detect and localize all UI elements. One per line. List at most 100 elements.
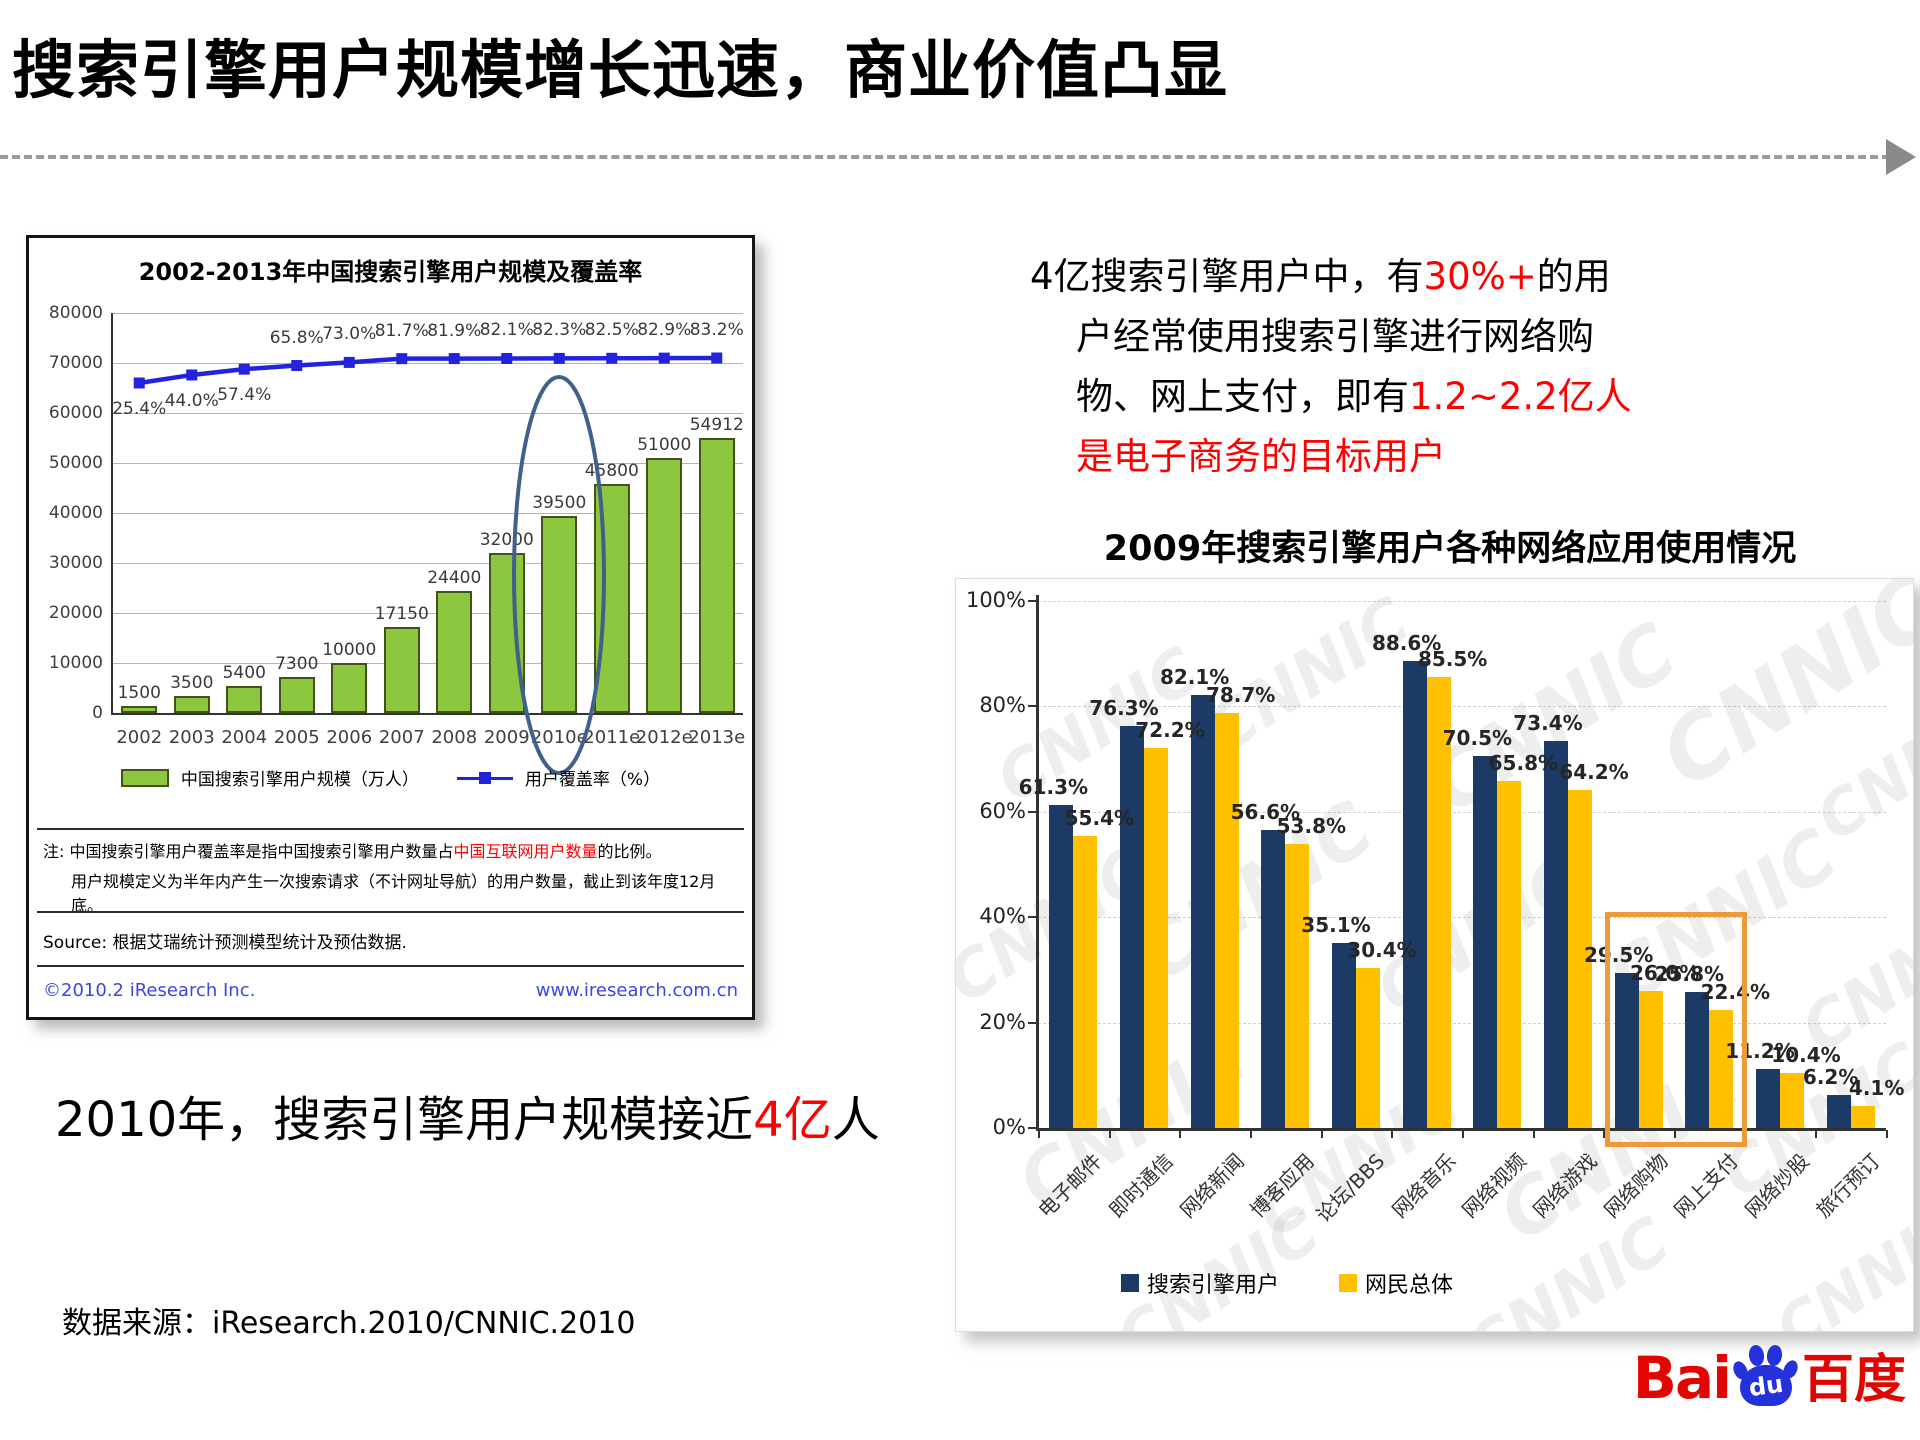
- legend-all-netizens-label: 网民总体: [1365, 1273, 1454, 1298]
- bar-value-label: 1500: [117, 682, 161, 703]
- iresearch-copyright: ©2010.2 iResearch Inc.: [43, 980, 256, 1001]
- bar-网络炒股-网民总体: [1780, 1073, 1804, 1128]
- bottom-statement: 2010年，搜索引擎用户规模接近4亿人: [55, 1080, 880, 1150]
- bar-value-label: 55.4%: [1064, 806, 1135, 831]
- gridline-60: [1038, 811, 1886, 813]
- gridline-50000: [113, 463, 743, 464]
- gridline-40: [1038, 917, 1886, 919]
- coverage-percent-label: 83.2%: [689, 320, 744, 340]
- bar-电子邮件-网民总体: [1073, 836, 1098, 1128]
- text-segment: 人: [831, 1092, 880, 1148]
- x-category-label: 网络新闻: [1174, 1148, 1249, 1223]
- gridline-70000: [113, 363, 743, 364]
- left-chart-footer: ©2010.2 iResearch Inc. www.iresearch.com…: [43, 980, 738, 1001]
- bar-value-label: 88.6%: [1371, 631, 1442, 656]
- x-axis-tick: [1108, 1130, 1111, 1138]
- highlighted-text: 是电子商务的目标用户: [1076, 435, 1446, 478]
- legend-bar-label: 中国搜索引擎用户规模（万人）: [180, 770, 419, 790]
- bar-value-label: 85.5%: [1417, 647, 1488, 672]
- text-segment: 4亿搜索引擎用户中，有: [1030, 255, 1424, 298]
- bar-网络新闻-网民总体: [1214, 713, 1239, 1128]
- bar-网络新闻-搜索引擎用户: [1190, 695, 1215, 1128]
- bar-网络购物-搜索引擎用户: [1614, 972, 1639, 1128]
- bar-value-label: 73.4%: [1513, 711, 1583, 736]
- gridline-100: [1038, 601, 1886, 602]
- legend-line-label: 用户覆盖率（%）: [524, 770, 661, 790]
- bar-博客应用-网民总体: [1285, 844, 1310, 1128]
- x-axis-label: 2003: [168, 727, 215, 748]
- x-category-label: 网络音乐: [1386, 1148, 1461, 1223]
- page-title: 搜索引擎用户规模增长迅速，商业价值凸显: [12, 34, 1228, 107]
- separator: [37, 828, 744, 830]
- gridline-40000: [113, 513, 743, 514]
- bar-博客应用-搜索引擎用户: [1261, 829, 1286, 1128]
- bar-网上支付-网民总体: [1709, 1009, 1734, 1128]
- text-segment: 注: 中国搜索引擎用户覆盖率是指中国搜索引擎用户数量占: [43, 842, 454, 861]
- bar-value-label: 10000: [322, 640, 377, 660]
- coverage-percent-label: 82.3%: [532, 320, 587, 341]
- y-axis-label: 50000: [48, 453, 103, 473]
- y-axis-label: 80000: [48, 303, 103, 323]
- y-axis-label: 0%: [992, 1115, 1026, 1139]
- gridline-20000: [113, 613, 743, 614]
- bar-value-label: 64.2%: [1559, 759, 1629, 784]
- x-category-label: 博客应用: [1245, 1148, 1320, 1223]
- legend-all-netizens-swatch: [1339, 1274, 1358, 1292]
- key-insight-text: 4亿搜索引擎用户中，有30%+的用 户经常使用搜索引擎进行网络购 物、网上支付，即有…: [1030, 247, 1920, 487]
- baidu-logo-bai: Bai: [1632, 1343, 1732, 1412]
- bar-value-label: 53.8%: [1276, 814, 1347, 839]
- y-axis-line: [1036, 595, 1039, 1128]
- bar-value-label: 70.5%: [1442, 726, 1513, 751]
- y-axis-label: 20000: [48, 603, 103, 623]
- coverage-percent-label: 73.0%: [322, 324, 377, 345]
- coverage-line-svg: [133, 352, 723, 389]
- bar-value-label: 10.4%: [1771, 1043, 1841, 1068]
- x-category-label: 即时通信: [1104, 1148, 1178, 1223]
- gridline-80: [1038, 706, 1886, 708]
- y-axis-tick: [1028, 810, 1038, 813]
- baidu-logo: Bai du 百度: [1632, 1343, 1906, 1412]
- x-axis-tick: [1886, 1130, 1888, 1138]
- y-axis-line: [111, 313, 113, 713]
- bar-网络炒股-搜索引擎用户: [1756, 1068, 1780, 1128]
- x-axis-tick: [1320, 1130, 1323, 1138]
- x-axis-tick: [1391, 1130, 1394, 1138]
- bar-value-label: 61.3%: [1018, 774, 1089, 799]
- separator: [37, 965, 744, 967]
- bar-value-label: 26.0%: [1629, 960, 1700, 985]
- coverage-percent-label: 44.0%: [164, 390, 219, 411]
- bar-2007: [383, 627, 420, 713]
- y-axis-tick: [1028, 600, 1038, 602]
- bar-value-label: 32000: [479, 530, 534, 550]
- dashed-divider-line: [0, 155, 1890, 159]
- x-axis-label: 2004: [221, 727, 268, 748]
- coverage-percent-label: 81.7%: [374, 320, 429, 341]
- bar-value-label: 11.2%: [1725, 1038, 1795, 1063]
- bar-网络视频-搜索引擎用户: [1473, 756, 1498, 1128]
- legend-search-users-label: 搜索引擎用户: [1147, 1273, 1280, 1298]
- bar-value-label: 35.1%: [1301, 913, 1371, 938]
- legend-line-swatch: [456, 771, 513, 785]
- baidu-logo-cn: 百度: [1801, 1350, 1906, 1410]
- y-axis-tick: [1028, 1127, 1038, 1129]
- left-chart-source: Source: 根据艾瑞统计预测模型统计及预估数据.: [43, 933, 407, 953]
- coverage-percent-label: 82.5%: [584, 320, 639, 341]
- gridline-20: [1038, 1022, 1886, 1024]
- y-axis-label: 0: [92, 703, 103, 723]
- bar-value-label: 6.2%: [1802, 1065, 1859, 1090]
- bar-value-label: 51000: [637, 435, 692, 455]
- text-segment: 2010年，搜索引擎用户规模接近: [55, 1092, 754, 1148]
- x-axis-line: [111, 713, 743, 715]
- highlight-box: [1605, 912, 1747, 1147]
- divider-arrow-icon: [1886, 139, 1916, 175]
- bar-电子邮件-搜索引擎用户: [1049, 804, 1074, 1128]
- gridline-10000: [113, 663, 743, 664]
- x-axis-tick: [1250, 1130, 1252, 1138]
- bar-2002: [121, 705, 158, 713]
- coverage-percent-label: 57.4%: [217, 385, 272, 406]
- y-axis-label: 20%: [979, 1009, 1026, 1034]
- right-chart-plot: 0% 20% 40% 60% 80% 100% 61.3% 55.4% 电子邮件 76.3% 72.…: [956, 579, 1913, 1331]
- bar-2004: [226, 686, 263, 713]
- ellipse-annotation: [512, 375, 607, 775]
